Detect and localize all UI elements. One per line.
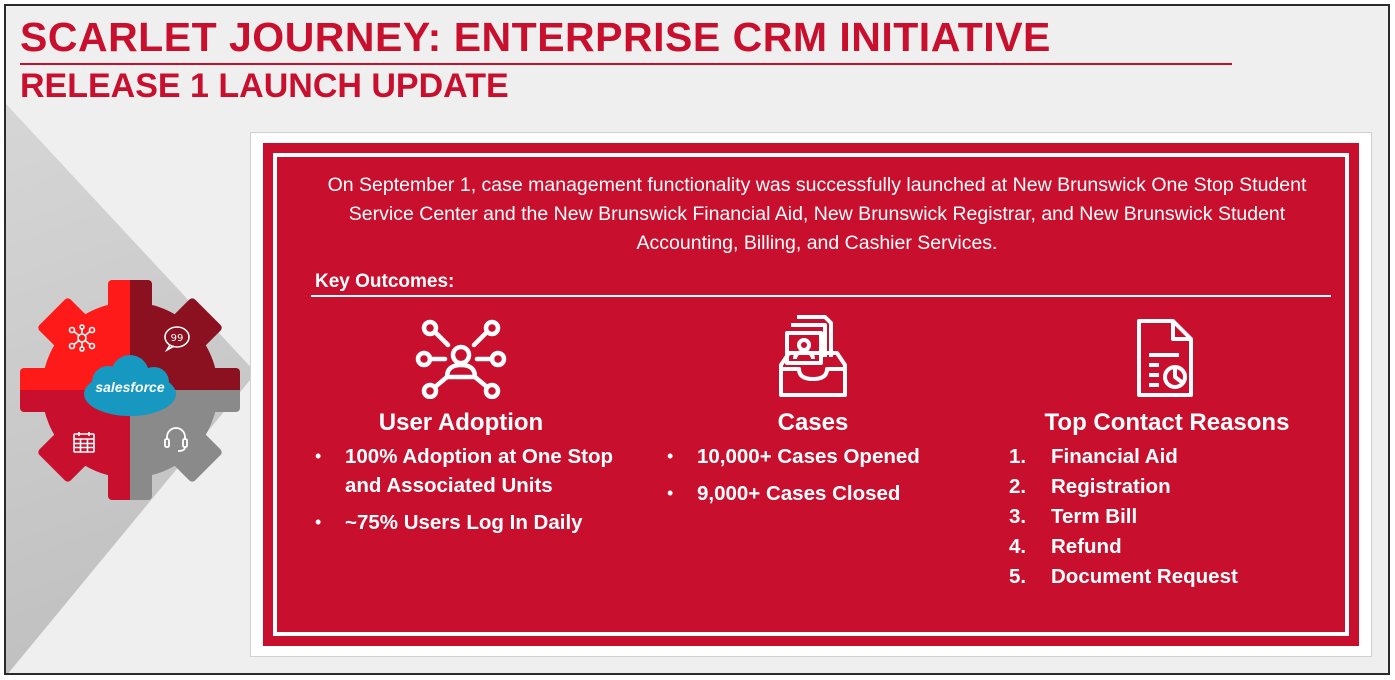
- list-label: Refund: [1051, 535, 1122, 558]
- list-item: 10,000+ Cases Opened: [663, 442, 993, 471]
- top-contact-reasons-title: Top Contact Reasons: [1044, 409, 1290, 436]
- list-item: 100% Adoption at One Stop and Associated…: [311, 442, 641, 500]
- cases-title: Cases: [777, 409, 849, 436]
- cases-list: 10,000+ Cases Opened 9,000+ Cases Closed: [663, 442, 993, 516]
- user-adoption-list: 100% Adoption at One Stop and Associated…: [311, 442, 641, 545]
- title-underline: [20, 63, 1232, 65]
- list-item: 9,000+ Cases Closed: [663, 479, 993, 508]
- page-title: SCARLET JOURNEY: ENTERPRISE CRM INITIATI…: [20, 14, 1051, 60]
- launch-summary-text: On September 1, case management function…: [327, 174, 1307, 254]
- slide: SCARLET JOURNEY: ENTERPRISE CRM INITIATI…: [4, 4, 1390, 675]
- list-item: ~75% Users Log In Daily: [311, 508, 641, 537]
- inbox-profile-icon: [773, 313, 853, 399]
- list-label: Document Request: [1051, 565, 1238, 588]
- list-item: 3. Term Bill: [1009, 502, 1329, 532]
- list-item: 2. Registration: [1009, 472, 1329, 502]
- salesforce-logo-label: salesforce: [95, 379, 165, 395]
- calendar-icon: [72, 430, 96, 454]
- list-label: Registration: [1051, 475, 1171, 498]
- list-label: Financial Aid: [1051, 445, 1178, 468]
- speech-bubble-icon: 99: [162, 324, 192, 352]
- svg-text:99: 99: [171, 333, 184, 344]
- top-contact-reasons-list: 1. Financial Aid 2. Registration 3. Term Bi…: [1009, 442, 1329, 592]
- panel-frame: On September 1, case management function…: [273, 153, 1349, 636]
- list-label: Term Bill: [1051, 505, 1138, 528]
- document-chart-icon: [1133, 317, 1197, 399]
- panel-background: On September 1, case management function…: [263, 143, 1359, 646]
- list-number: 4.: [1009, 535, 1027, 558]
- list-number: 2.: [1009, 475, 1027, 498]
- launch-update-panel: On September 1, case management function…: [250, 132, 1372, 657]
- list-number: 5.: [1009, 565, 1027, 588]
- list-item: 5. Document Request: [1009, 562, 1329, 592]
- salesforce-gear-graphic: salesforce 99: [12, 272, 248, 508]
- network-icon: [68, 324, 96, 352]
- user-network-icon: [415, 319, 507, 399]
- list-item: 4. Refund: [1009, 532, 1329, 562]
- headset-icon: [162, 424, 190, 454]
- page-subtitle: RELEASE 1 LAUNCH UPDATE: [20, 67, 509, 105]
- list-item: 1. Financial Aid: [1009, 442, 1329, 472]
- user-adoption-title: User Adoption: [378, 409, 544, 436]
- list-number: 3.: [1009, 505, 1027, 528]
- key-outcomes-divider: [311, 295, 1331, 297]
- key-outcomes-heading: Key Outcomes:: [315, 271, 455, 292]
- list-number: 1.: [1009, 445, 1027, 468]
